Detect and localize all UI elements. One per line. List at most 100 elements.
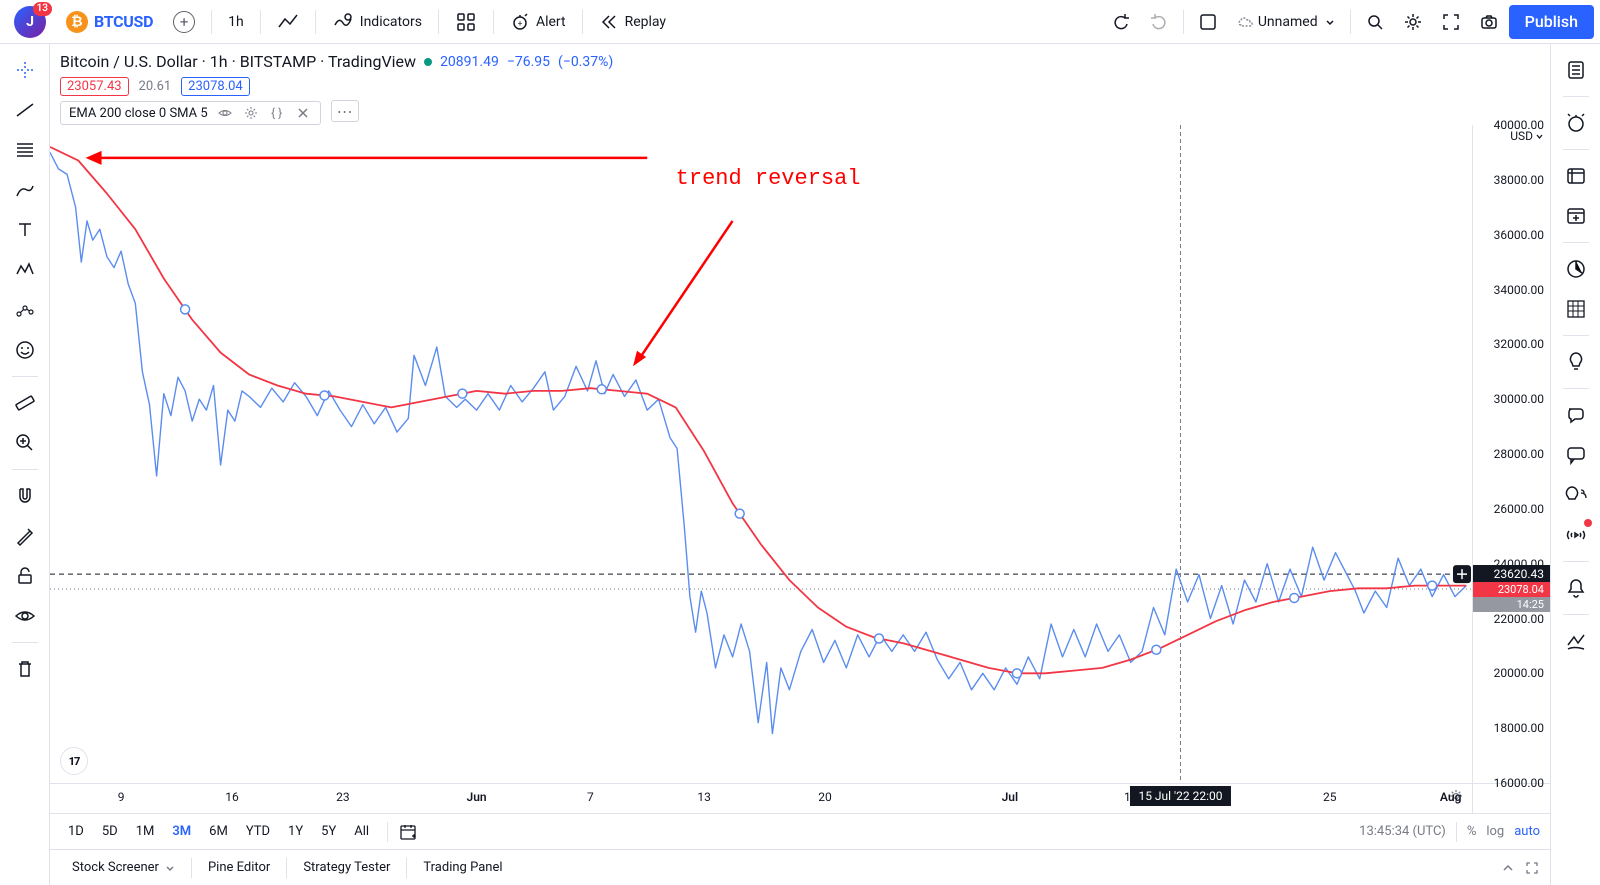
x-tick: 23 — [336, 790, 350, 804]
lightbulb-icon[interactable] — [1558, 344, 1594, 380]
ideas-stream-icon[interactable] — [1558, 477, 1594, 513]
y-tick: 20000.00 — [1494, 666, 1544, 680]
emoji-tool[interactable] — [7, 332, 43, 368]
streams-icon[interactable] — [1558, 517, 1594, 553]
code-icon[interactable]: { } — [268, 104, 286, 122]
auto-toggle[interactable]: auto — [1514, 824, 1540, 839]
top-toolbar: J13 ₿ BTCUSD + 1h Indicators + Alert Rep… — [0, 0, 1600, 44]
dom-icon[interactable] — [1558, 623, 1594, 659]
settings-button[interactable] — [1395, 6, 1431, 38]
symbol-label: BTCUSD — [94, 12, 153, 31]
pie-icon[interactable] — [1558, 251, 1594, 287]
y-tick: 40000.00 — [1494, 118, 1544, 132]
range-selector: 1D5D1M3M6MYTD1Y5YAll 13:45:34 (UTC) % lo… — [50, 813, 1550, 849]
lock-tool[interactable] — [7, 558, 43, 594]
trendline-tool[interactable] — [7, 92, 43, 128]
text-tool[interactable] — [7, 212, 43, 248]
tab-trading-panel[interactable]: Trading Panel — [411, 856, 514, 879]
layout-name-label: Unnamed — [1258, 14, 1318, 30]
pattern-tool[interactable] — [7, 252, 43, 288]
account-avatar[interactable]: J13 — [6, 6, 54, 38]
close-icon[interactable] — [294, 104, 312, 122]
time-axis[interactable]: 91623Jun71320Jul1125Aug15 Jul '22 22:00 — [50, 783, 1472, 813]
fullscreen-button[interactable] — [1433, 6, 1469, 38]
interval-button[interactable]: 1h — [220, 6, 252, 38]
magnet-tool[interactable] — [7, 478, 43, 514]
alerts-icon[interactable] — [1558, 105, 1594, 141]
range-6M[interactable]: 6M — [201, 820, 236, 843]
grid-icon[interactable] — [1558, 291, 1594, 327]
bell-icon[interactable] — [1558, 570, 1594, 606]
pair-title: Bitcoin / U.S. Dollar · 1h · BITSTAMP · … — [60, 52, 416, 71]
crosshair-tool[interactable] — [7, 52, 43, 88]
y-tick: 26000.00 — [1494, 502, 1544, 516]
replay-button[interactable]: Replay — [591, 6, 674, 38]
price-axis[interactable]: USD 40000.0038000.0036000.0034000.003200… — [1472, 125, 1550, 783]
x-tick: Aug — [1440, 790, 1461, 804]
layout-name-button[interactable]: Unnamed — [1228, 6, 1344, 38]
publish-button[interactable]: Publish — [1509, 5, 1594, 39]
log-toggle[interactable]: log — [1486, 824, 1504, 839]
tradingview-logo: 17 — [60, 747, 88, 775]
notification-badge: 13 — [33, 2, 52, 16]
more-icon[interactable]: ⋯ — [331, 100, 359, 122]
templates-button[interactable] — [447, 6, 485, 38]
range-5Y[interactable]: 5Y — [313, 820, 344, 843]
tab-pine-editor[interactable]: Pine Editor — [196, 856, 282, 879]
chat-icon[interactable] — [1558, 397, 1594, 433]
zoom-tool[interactable] — [7, 425, 43, 461]
indicators-button[interactable]: Indicators — [324, 6, 430, 38]
range-1D[interactable]: 1D — [60, 820, 92, 843]
price-change-pct: (−0.37%) — [558, 54, 613, 70]
tab-strategy-tester[interactable]: Strategy Tester — [291, 856, 402, 879]
status-dot — [424, 58, 432, 66]
range-3M[interactable]: 3M — [164, 820, 199, 843]
goto-date-icon[interactable] — [398, 822, 418, 842]
annotation-text: trend reversal — [676, 166, 861, 191]
calendar-plus-icon[interactable] — [1558, 198, 1594, 234]
chart-plot[interactable]: 17 trend reversal — [50, 125, 1472, 783]
chat2-icon[interactable] — [1558, 437, 1594, 473]
measure-tool[interactable] — [7, 385, 43, 421]
y-tick: 34000.00 — [1494, 283, 1544, 297]
tab-stock-screener[interactable]: Stock Screener — [60, 856, 187, 879]
watchlist-icon[interactable] — [1558, 52, 1594, 88]
brush-tool[interactable] — [7, 172, 43, 208]
fib-tool[interactable] — [7, 132, 43, 168]
hotlist-icon[interactable] — [1558, 158, 1594, 194]
pct-toggle[interactable]: % — [1467, 824, 1477, 839]
undo-button[interactable] — [1103, 6, 1139, 38]
eye-icon[interactable] — [216, 104, 234, 122]
drawmode-tool[interactable] — [7, 518, 43, 554]
range-5D[interactable]: 5D — [94, 820, 126, 843]
bitcoin-icon: ₿ — [66, 11, 88, 33]
gear-icon[interactable] — [242, 104, 260, 122]
panel-maximize-icon[interactable] — [1524, 860, 1540, 876]
alert-button[interactable]: + Alert — [502, 6, 574, 38]
indicator-legend[interactable]: EMA 200 close 0 SMA 5 { } — [60, 101, 321, 125]
chart-style-button[interactable] — [269, 6, 307, 38]
redo-button[interactable] — [1141, 6, 1177, 38]
add-symbol-button[interactable]: + — [165, 6, 203, 38]
snapshot-button[interactable] — [1471, 6, 1507, 38]
layout-button[interactable] — [1190, 6, 1226, 38]
x-tick: 13 — [697, 790, 711, 804]
indicator-label: EMA 200 close 0 SMA 5 — [69, 106, 208, 121]
forecast-tool[interactable] — [7, 292, 43, 328]
range-1Y[interactable]: 1Y — [280, 820, 311, 843]
y-tick: 36000.00 — [1494, 228, 1544, 242]
symbol-button[interactable]: ₿ BTCUSD — [58, 6, 161, 38]
plus-icon: + — [173, 11, 195, 33]
hide-tool[interactable] — [7, 598, 43, 634]
range-1M[interactable]: 1M — [128, 820, 163, 843]
delete-tool[interactable] — [7, 651, 43, 687]
search-button[interactable] — [1357, 6, 1393, 38]
x-tick: Jul — [1002, 790, 1019, 804]
range-YTD[interactable]: YTD — [238, 820, 278, 843]
chart-header: Bitcoin / U.S. Dollar · 1h · BITSTAMP · … — [50, 44, 1550, 73]
y-tick: 30000.00 — [1494, 392, 1544, 406]
panel-collapse-icon[interactable] — [1500, 860, 1516, 876]
svg-text:+: + — [518, 19, 523, 28]
clock-label[interactable]: 13:45:34 (UTC) — [1359, 824, 1446, 839]
range-All[interactable]: All — [346, 820, 377, 843]
